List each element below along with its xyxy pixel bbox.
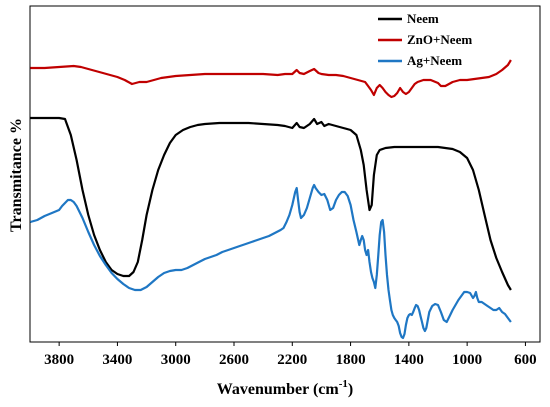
legend-label-ag-neem: Ag+Neem (407, 53, 462, 68)
x-axis-title-suffix: ) (348, 381, 353, 398)
x-tick-label: 3800 (44, 352, 74, 368)
x-tick-label: 600 (514, 352, 537, 368)
series-line-ag-neem (29, 183, 512, 340)
legend-label-zno-neem: ZnO+Neem (407, 32, 472, 47)
x-tick-label: 1800 (336, 352, 366, 368)
y-axis-title: Transmitance % (8, 118, 25, 232)
x-axis-title-superscript: -1 (339, 378, 348, 390)
x-tick-label: 3000 (161, 352, 191, 368)
x-axis-title: Wavenumber (cm-1) (217, 378, 353, 398)
legend-label-neem: Neem (407, 11, 439, 26)
series-line-neem (30, 116, 512, 291)
legend: Neem ZnO+Neem Ag+Neem (378, 11, 472, 68)
x-tick-label: 3400 (102, 352, 132, 368)
x-axis-title-main: Wavenumber (cm (217, 381, 340, 398)
x-tick-label: 2200 (277, 352, 307, 368)
x-tick-label: 1000 (452, 352, 482, 368)
x-axis-ticks: 3800 3400 3000 2600 2200 1800 1400 1000 600 (44, 342, 537, 368)
series-layer (29, 59, 512, 340)
x-tick-label: 2600 (219, 352, 249, 368)
series-line-zno-neem (30, 59, 512, 99)
plot-frame (29, 5, 541, 343)
x-tick-label: 1400 (394, 352, 424, 368)
